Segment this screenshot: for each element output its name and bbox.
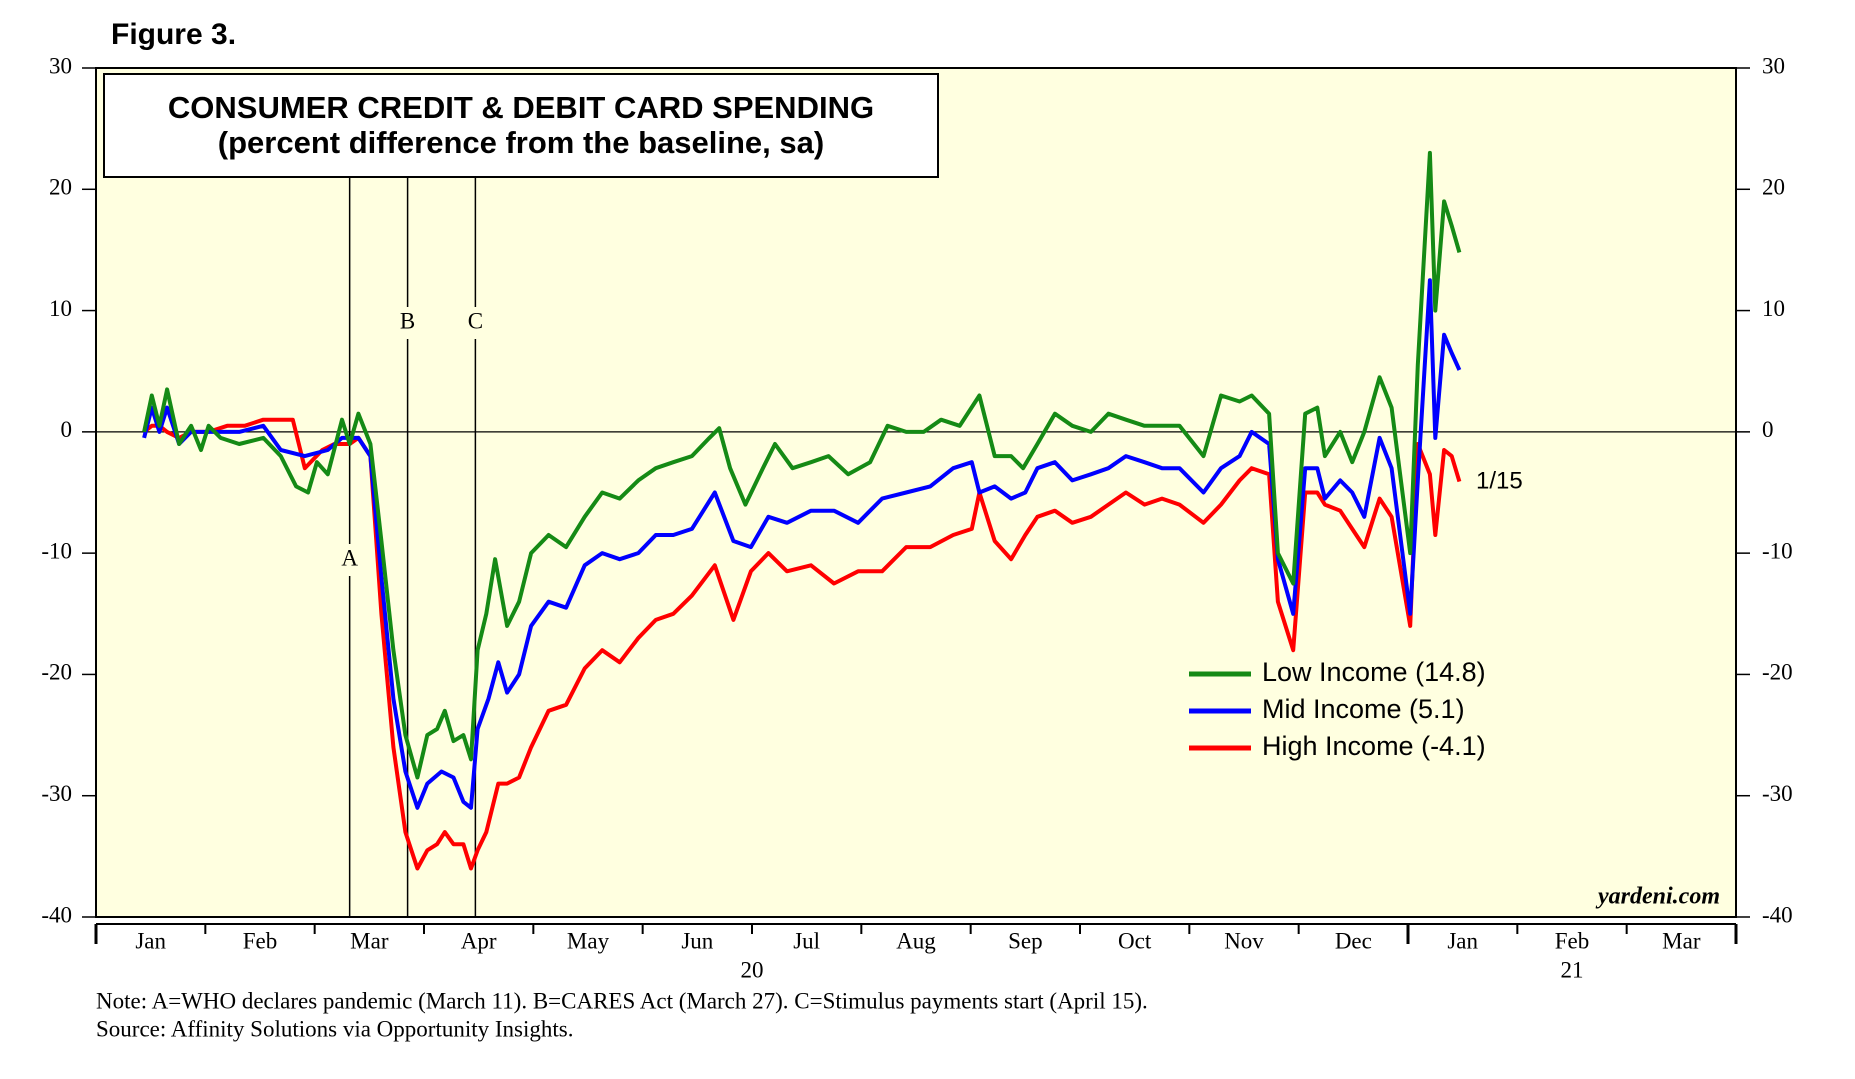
plot-layer: A B C 1/15 Low Income (14.8) Mid Income (5.1)… <box>96 150 1736 917</box>
plot-area <box>95 67 1737 918</box>
y-tick-label: 0 <box>61 417 73 442</box>
event-label-bg <box>463 307 488 339</box>
end-label: 1/15 <box>1476 467 1523 494</box>
x-tick-label: Jul <box>793 928 820 953</box>
y-tick-label: -40 <box>41 902 72 927</box>
title-box <box>103 73 939 178</box>
x-tick-label: Apr <box>461 928 497 953</box>
y2-tick-label: 20 <box>1762 175 1785 200</box>
y-tick-label: -30 <box>41 781 72 806</box>
event-label: A <box>341 545 358 570</box>
x-tick-label: Jan <box>135 928 166 953</box>
note: Note: A=WHO declares pandemic (March 11)… <box>96 988 1148 1013</box>
x-tick-label: Sep <box>1008 928 1043 953</box>
x-tick-label: Oct <box>1118 928 1152 953</box>
year-label: 20 <box>741 957 764 982</box>
x-tick-label: Mar <box>350 928 389 953</box>
chart-subtitle: (percent difference from the baseline, s… <box>218 125 824 160</box>
legend-label: Mid Income (5.1) <box>1262 694 1465 724</box>
source-tag: yardeni.com <box>1595 884 1720 910</box>
event-label: B <box>400 308 415 333</box>
legend-label: Low Income (14.8) <box>1262 657 1486 687</box>
event-label-bg <box>395 307 420 339</box>
chart-title: CONSUMER CREDIT & DEBIT CARD SPENDING <box>168 90 874 125</box>
event-label-bg <box>337 544 362 576</box>
x-tick-label: Feb <box>1555 928 1590 953</box>
x-tick-label: Feb <box>243 928 278 953</box>
y2-tick-label: -20 <box>1762 660 1793 685</box>
event-label: C <box>468 308 483 333</box>
x-tick-label: May <box>567 928 610 953</box>
y2-tick-label: 10 <box>1762 296 1785 321</box>
series-line <box>142 278 1462 810</box>
x-tick-label: Jun <box>681 928 713 953</box>
legend-label: High Income (-4.1) <box>1262 731 1486 761</box>
note: Source: Affinity Solutions via Opportuni… <box>96 1016 573 1041</box>
y-tick-label: -20 <box>41 660 72 685</box>
figure-label: Figure 3. <box>111 18 236 51</box>
y2-tick-label: 30 <box>1762 53 1785 78</box>
y-tick-label: 30 <box>49 53 72 78</box>
y2-tick-label: -40 <box>1762 902 1793 927</box>
y2-tick-label: -10 <box>1762 538 1793 563</box>
x-tick-label: Dec <box>1335 928 1372 953</box>
y-tick-label: -10 <box>41 538 72 563</box>
x-tick-label: Mar <box>1662 928 1701 953</box>
y2-tick-label: 0 <box>1762 417 1774 442</box>
x-tick-label: Aug <box>896 928 936 953</box>
year-label: 21 <box>1561 957 1584 982</box>
y-tick-label: 10 <box>49 296 72 321</box>
y2-tick-label: -30 <box>1762 781 1793 806</box>
x-tick-label: Nov <box>1224 928 1264 953</box>
series-line <box>142 150 1462 780</box>
y-tick-label: 20 <box>49 175 72 200</box>
x-tick-label: Jan <box>1447 928 1478 953</box>
